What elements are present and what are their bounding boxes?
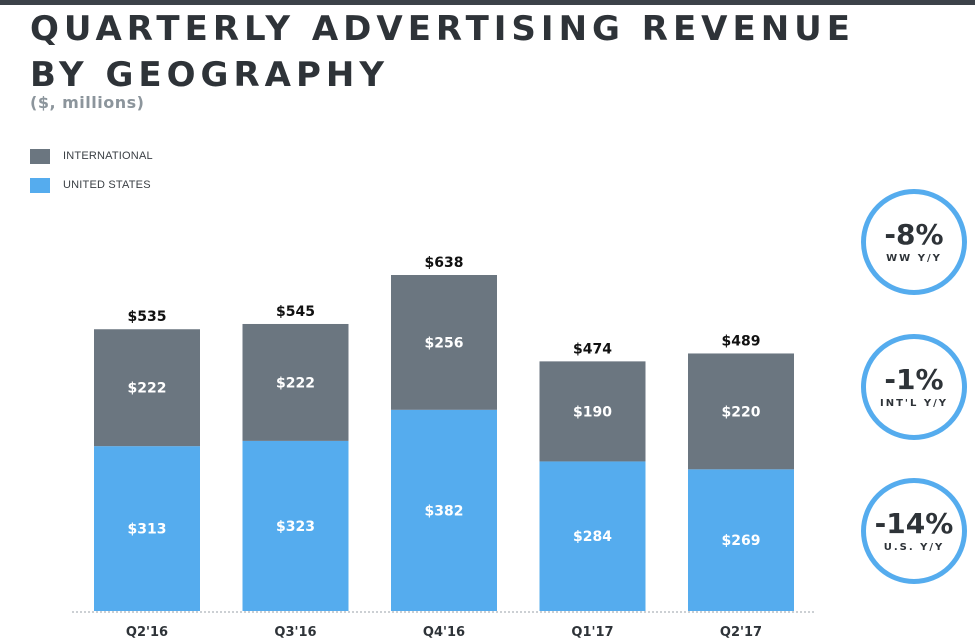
- bar-us-2: [391, 409, 497, 611]
- chart-title: QUARTERLY ADVERTISING REVENUE BY GEOGRAP…: [30, 6, 855, 98]
- data-label-us-3: $284: [573, 529, 612, 545]
- bar-intl-3: [539, 361, 646, 462]
- badge-us-value: -14%: [874, 507, 954, 540]
- bar-intl-2: [391, 275, 497, 410]
- badge-us-label: U.S. Y/Y: [883, 542, 945, 553]
- data-label-intl-0: $222: [128, 381, 167, 397]
- legend-item-united-states: UNITED STATES: [30, 177, 153, 193]
- badge-intl-label: INT'L Y/Y: [880, 398, 948, 409]
- data-label-us-2: $382: [425, 503, 464, 519]
- total-label-1: $545: [276, 304, 315, 320]
- top-bar: [0, 0, 975, 5]
- bar-intl-1: [242, 323, 349, 441]
- data-label-intl-2: $256: [425, 335, 464, 351]
- data-label-us-0: $313: [128, 522, 167, 538]
- tick-label-1: Q3'16: [274, 625, 316, 640]
- title-line-1: QUARTERLY ADVERTISING REVENUE: [30, 9, 855, 49]
- badge-ww-label: WW Y/Y: [886, 253, 942, 264]
- badge-us-yoy: -14% U.S. Y/Y: [861, 478, 967, 584]
- legend-label-united-states: UNITED STATES: [63, 179, 151, 191]
- legend-item-international: INTERNATIONAL: [30, 148, 153, 164]
- data-label-intl-4: $220: [722, 404, 761, 420]
- total-label-4: $489: [722, 333, 761, 349]
- legend-swatch-international: [30, 148, 50, 164]
- total-label-2: $638: [425, 255, 464, 271]
- data-label-us-1: $323: [276, 519, 315, 535]
- bar-intl-0: [94, 329, 200, 447]
- bar-us-0: [94, 446, 200, 611]
- bar-us-1: [242, 440, 349, 611]
- title-line-2: BY GEOGRAPHY: [30, 55, 389, 95]
- bar-us-3: [539, 461, 646, 611]
- bar-intl-4: [688, 353, 794, 470]
- tick-label-4: Q2'17: [720, 625, 762, 640]
- tick-label-2: Q4'16: [423, 625, 465, 640]
- badge-ww-value: -8%: [884, 218, 944, 251]
- data-label-intl-3: $190: [573, 404, 612, 420]
- tick-label-3: Q1'17: [571, 625, 613, 640]
- tick-label-0: Q2'16: [126, 625, 168, 640]
- badge-intl-value: -1%: [884, 363, 944, 396]
- legend-swatch-united-states: [30, 177, 50, 193]
- legend-label-international: INTERNATIONAL: [63, 150, 153, 162]
- total-label-0: $535: [128, 309, 167, 325]
- badge-intl-yoy: -1% INT'L Y/Y: [861, 334, 967, 440]
- badge-ww-yoy: -8% WW Y/Y: [861, 189, 967, 295]
- legend: INTERNATIONAL UNITED STATES: [30, 148, 153, 206]
- chart-subtitle: ($, millions): [30, 93, 145, 112]
- bar-us-4: [688, 469, 794, 611]
- total-label-3: $474: [573, 341, 612, 357]
- data-label-us-4: $269: [722, 533, 761, 549]
- data-label-intl-1: $222: [276, 375, 315, 391]
